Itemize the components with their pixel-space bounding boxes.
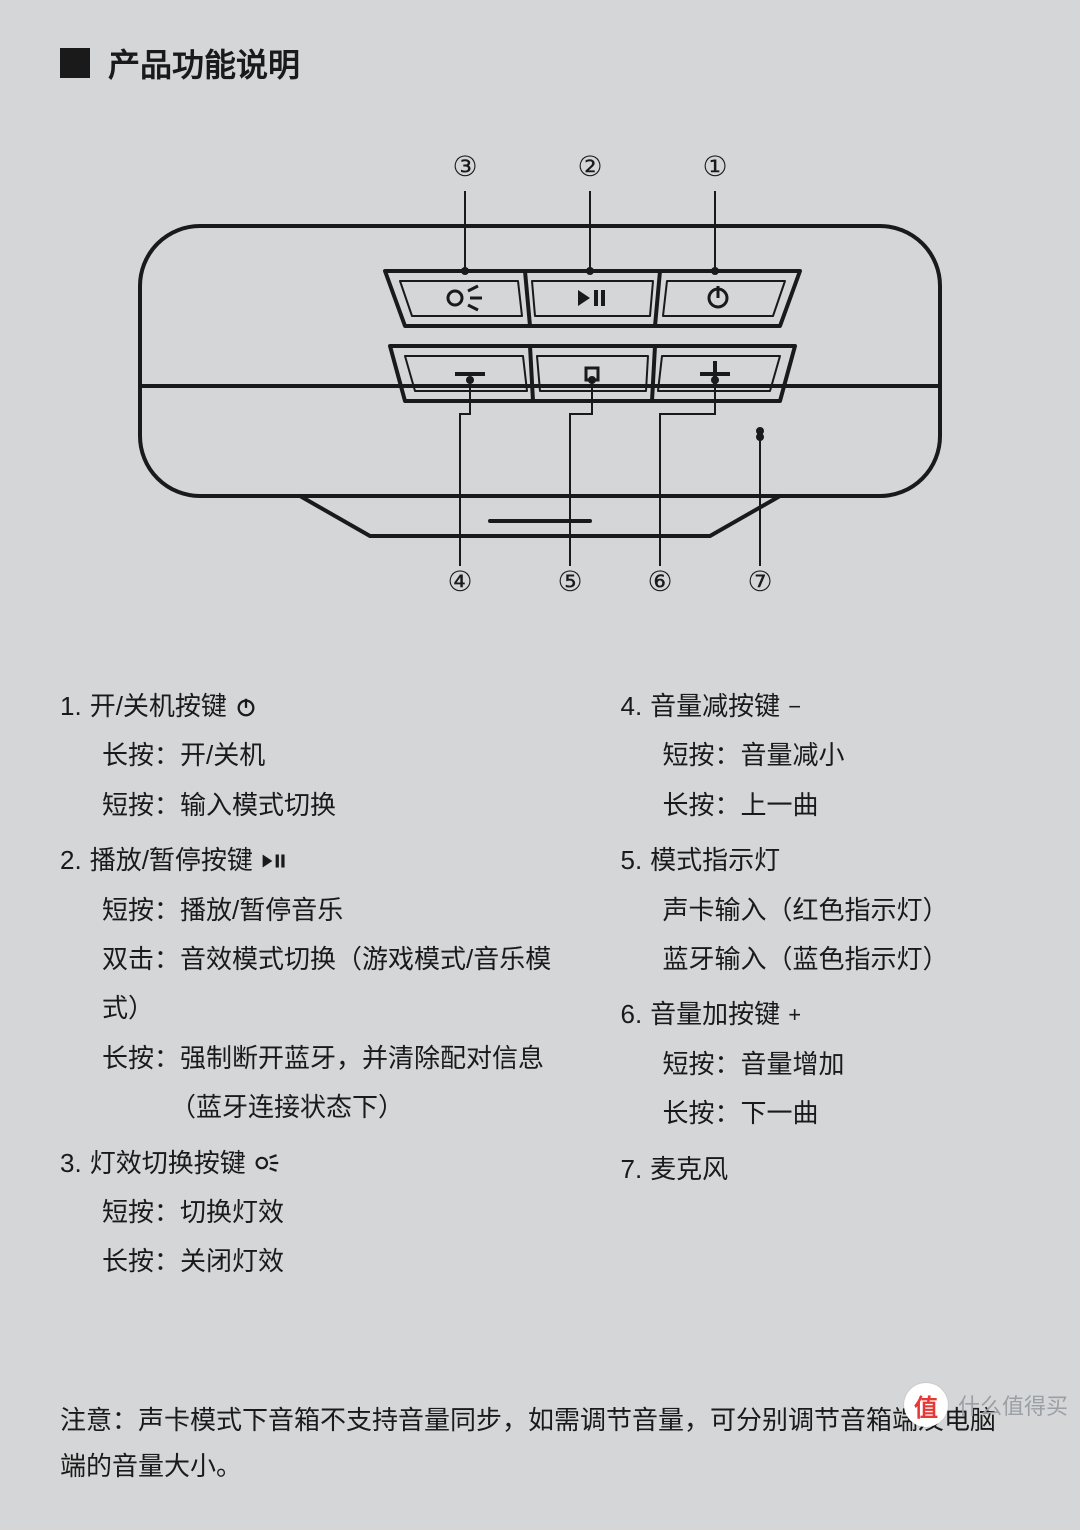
product-diagram: ③ ② ① ④ ⑤ ⑥ ⑦: [60, 136, 1020, 596]
feature-line: 长按：下一曲: [620, 1089, 1020, 1138]
feature-line: 短按：输入模式切换: [60, 781, 570, 830]
feature-title: 4. 音量减按键 −: [620, 682, 1020, 731]
feature-number: 1.: [60, 682, 82, 731]
feature-line: 长按：开/关机: [60, 731, 570, 780]
feature-title: 3. 灯效切换按键: [60, 1139, 570, 1188]
header-title: 产品功能说明: [108, 40, 300, 86]
feature-column-right: 4. 音量减按键 − 短按：音量减小长按：上一曲 5. 模式指示灯 声卡输入（红…: [610, 676, 1020, 1287]
svg-text:②: ②: [577, 151, 602, 182]
feature-name: 播放/暂停按键: [90, 836, 253, 885]
svg-text:④: ④: [447, 566, 472, 596]
feature-title: 2. 播放/暂停按键: [60, 836, 570, 885]
playpause-icon: [261, 851, 287, 871]
feature-name: 音量加按键: [650, 990, 780, 1039]
feature-columns: 1. 开/关机按键 长按：开/关机短按：输入模式切换 2. 播放/暂停按键 短按…: [60, 676, 1020, 1287]
svg-text:⑥: ⑥: [647, 566, 672, 596]
feature-line: 短按：切换灯效: [60, 1188, 570, 1237]
feature-line-extra: （蓝牙连接状态下）: [60, 1083, 570, 1132]
watermark: 值 什么值得买: [904, 1383, 1068, 1427]
svg-text:⑦: ⑦: [747, 566, 772, 596]
feature-number: 3.: [60, 1139, 82, 1188]
header-bullet-icon: [60, 48, 90, 78]
feature-title: 6. 音量加按键 +: [620, 990, 1020, 1039]
glyph-icon: +: [788, 994, 801, 1036]
light-icon: [254, 1152, 280, 1174]
feature-number: 5.: [620, 836, 642, 885]
feature-line: 长按：上一曲: [620, 781, 1020, 830]
feature-line: 短按：播放/暂停音乐: [60, 886, 570, 935]
power-icon: [235, 696, 257, 718]
feature-name: 音量减按键: [650, 682, 780, 731]
feature-name: 灯效切换按键: [90, 1139, 246, 1188]
watermark-text: 什么值得买: [958, 1389, 1068, 1421]
glyph-icon: −: [788, 686, 801, 728]
note-text: 注意：声卡模式下音箱不支持音量同步，如需调节音量，可分别调节音箱端及电脑端的音量…: [60, 1397, 1020, 1491]
watermark-badge-icon: 值: [904, 1383, 948, 1427]
feature-line: 短按：音量增加: [620, 1040, 1020, 1089]
feature-number: 4.: [620, 682, 642, 731]
feature-number: 2.: [60, 836, 82, 885]
feature-line: 声卡输入（红色指示灯）: [620, 886, 1020, 935]
feature-name: 开/关机按键: [90, 682, 227, 731]
feature-number: 6.: [620, 990, 642, 1039]
feature-name: 模式指示灯: [650, 836, 780, 885]
feature-title: 7. 麦克风: [620, 1145, 1020, 1194]
feature-title: 1. 开/关机按键: [60, 682, 570, 731]
feature-line: 短按：音量减小: [620, 731, 1020, 780]
feature-number: 7.: [620, 1145, 642, 1194]
section-header: 产品功能说明: [60, 40, 1020, 86]
svg-text:③: ③: [452, 151, 477, 182]
feature-line: 长按：强制断开蓝牙，并清除配对信息: [60, 1034, 570, 1083]
svg-text:⑤: ⑤: [557, 566, 582, 596]
feature-line: 双击：音效模式切换（游戏模式/音乐模式）: [60, 935, 570, 1034]
feature-column-left: 1. 开/关机按键 长按：开/关机短按：输入模式切换 2. 播放/暂停按键 短按…: [60, 676, 570, 1287]
feature-line: 长按：关闭灯效: [60, 1237, 570, 1286]
feature-line: 蓝牙输入（蓝色指示灯）: [620, 935, 1020, 984]
feature-title: 5. 模式指示灯: [620, 836, 1020, 885]
svg-text:①: ①: [702, 151, 727, 182]
feature-name: 麦克风: [650, 1145, 728, 1194]
